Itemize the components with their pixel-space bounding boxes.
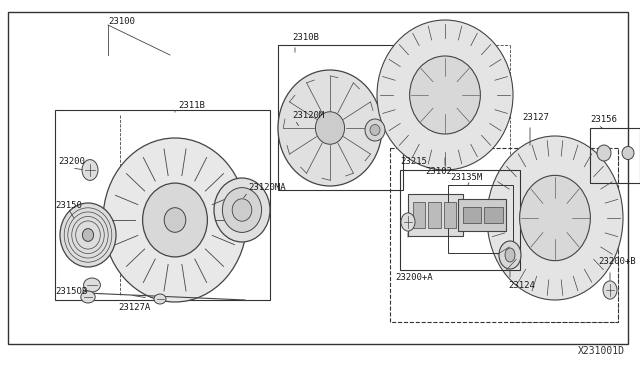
Ellipse shape [401,213,415,231]
Bar [458,199,506,231]
Ellipse shape [103,138,247,302]
Text: 23150: 23150 [55,201,82,209]
Text: 2310B: 2310B [292,33,319,42]
Bar [444,202,456,228]
Bar [390,148,618,322]
Ellipse shape [83,229,93,241]
Text: 2315OB: 2315OB [55,288,87,296]
Ellipse shape [232,199,252,221]
Text: 2311B: 2311B [178,102,205,110]
Ellipse shape [622,147,634,160]
Ellipse shape [214,178,270,242]
Ellipse shape [505,248,515,262]
Text: 23120M: 23120M [292,110,324,119]
Ellipse shape [154,294,166,304]
Ellipse shape [487,136,623,300]
Ellipse shape [370,125,380,135]
Text: 23156: 23156 [590,115,617,125]
Ellipse shape [278,70,382,186]
Ellipse shape [520,175,590,261]
Ellipse shape [597,145,611,161]
Bar [55,110,270,300]
Ellipse shape [164,208,186,232]
Text: 23100: 23100 [108,17,135,26]
Ellipse shape [60,203,116,267]
Text: 23102: 23102 [425,167,452,176]
Text: 23127: 23127 [522,113,549,122]
Bar [278,45,403,190]
Text: 23127A: 23127A [118,304,150,312]
Bar [428,202,440,228]
Ellipse shape [365,119,385,141]
Ellipse shape [603,281,617,299]
Bar [448,185,513,253]
Text: 23124: 23124 [508,280,535,289]
Bar [408,194,463,236]
Ellipse shape [81,291,95,303]
Ellipse shape [410,56,481,134]
Ellipse shape [499,241,521,269]
Bar [463,207,481,223]
Ellipse shape [143,183,207,257]
Text: 23200: 23200 [58,157,85,167]
Text: 23215: 23215 [400,157,427,167]
Text: X231001D: X231001D [578,346,625,356]
Bar [8,12,628,344]
Text: 23200+B: 23200+B [598,257,636,266]
Bar [413,202,425,228]
Bar [400,170,520,270]
Text: 23135M: 23135M [450,173,483,183]
Ellipse shape [223,187,262,232]
Text: 23200+A: 23200+A [395,273,433,282]
Ellipse shape [377,20,513,170]
Bar [484,207,502,223]
Text: 23120MA: 23120MA [248,183,285,192]
Bar [590,128,640,183]
Ellipse shape [84,278,100,292]
Ellipse shape [82,160,98,180]
Ellipse shape [316,112,344,144]
